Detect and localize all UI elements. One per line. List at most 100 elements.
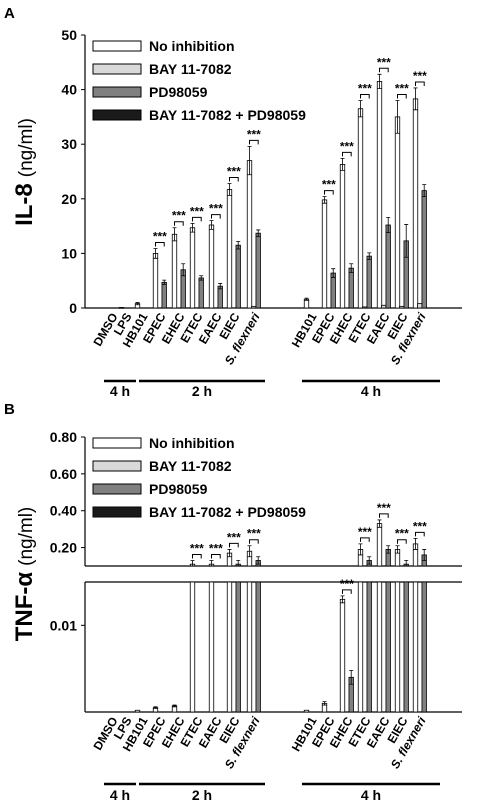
b-bar-ehec-4-h-no-inhibition (339, 598, 346, 713)
b-bar-etec-4-h-no-inhibition-error (358, 543, 363, 556)
b-bar-eiec-2-h-no-inhibition-error (227, 549, 232, 558)
b-sig-s-flexneri-2-h-label: *** (247, 527, 261, 541)
a-bar-etec-4-h-bay-11-7082 (362, 306, 368, 309)
b-bar-s-flexneri-2-h-pd98059-error (256, 556, 261, 565)
a-bar-epec-4-h-pd98059 (330, 272, 336, 309)
a-bar-ehec-4-h-pd98059-error (349, 263, 354, 273)
b-sig-etec-4-h-label: *** (358, 525, 372, 539)
a-bar-etec-2-h-pd98059 (198, 277, 204, 309)
b-bar-eiec-2-h-no-inhibition-lower (226, 581, 233, 713)
a-bar-eiec-2-h-pd98059-error (236, 240, 241, 250)
a-bar-s-flexneri-2-h-bay-11-7082 (251, 305, 257, 309)
b-ytick-0-20: 0.20 (50, 540, 77, 556)
a-sig-ehec-2-h-bracket (174, 221, 184, 226)
a-bar-eaec-2-h-pd98059 (217, 285, 223, 309)
b-bar-etec-2-h-no-inhibition-error (190, 560, 195, 567)
b-bar-ehec-2-h-no-inhibition-error (172, 704, 177, 708)
a-sig-eaec-4-h-label: *** (377, 55, 391, 69)
a-ytick-40: 40 (61, 82, 77, 98)
a-ytick-30: 30 (61, 136, 77, 152)
a-sig-eaec-4-h-bracket (379, 67, 389, 73)
a-y-axis-title: IL-8 (ng/ml) (11, 118, 38, 226)
a-bar-eaec-4-h-bay-11-7082 (381, 304, 387, 309)
b-sig-ehec-4-h-bracket (342, 589, 352, 594)
a-ytick-10: 10 (61, 245, 77, 261)
legend-label-bay-11-7082-pd98059: BAY 11-7082 + PD98059 (149, 107, 306, 123)
a-bar-ehec-2-h-pd98059-error (181, 263, 186, 277)
b-bar-s-flexneri-2-h-no-inhibition-error (247, 545, 252, 558)
legend-label-pd98059: PD98059 (149, 481, 208, 497)
legend-swatch-bay-11-7082 (92, 460, 142, 472)
a-bar-eiec-2-h-no-inhibition (226, 189, 233, 309)
legend-swatch-pd98059 (92, 86, 142, 98)
a-bar-epec-2-h-pd98059 (161, 281, 167, 309)
a-bar-ehec-4-h-pd98059 (348, 267, 354, 309)
a-sig-eiec-2-h-bracket (229, 177, 239, 182)
b-y-axis-title-unit: (ng/ml) (16, 507, 37, 566)
b-ytick-0-01: 0.01 (50, 617, 77, 633)
a-bar-epec-4-h-no-inhibition (321, 199, 328, 309)
b-bar-eiec-4-h-no-inhibition-lower (394, 581, 401, 713)
b-ytick-0-40: 0.40 (50, 503, 77, 519)
legend-label-pd98059: PD98059 (149, 84, 208, 100)
a-sig-ehec-2-h-label: *** (172, 209, 186, 223)
tnf-bar-chart: 0.20 0.40 0.60 0.80 0.01 TNF-α (ng/ml) *** *** **… (11, 429, 462, 803)
legend-swatch-bay-11-7082 (92, 63, 142, 75)
a-ytick-50: 50 (61, 27, 77, 43)
legend-swatch-bay-11-7082-pd98059 (92, 109, 142, 121)
b-bar-epec-4-h-no-inhibition-error (322, 701, 327, 706)
a-bar-s-flexneri-4-h-no-inhibition (412, 98, 419, 309)
a-ytick-20: 20 (61, 191, 77, 207)
a-bar-eiec-4-h-pd98059-error (404, 224, 409, 258)
b-sig-etec-4-h-bracket (360, 537, 370, 542)
a-bar-eiec-2-h-pd98059 (235, 244, 241, 309)
legend-label-bay-11-7082-pd98059: BAY 11-7082 + PD98059 (149, 504, 306, 520)
a-bar-ehec-2-h-no-inhibition-error (172, 227, 177, 242)
a-sig-s-flexneri-4-h-bracket (415, 81, 425, 86)
b-bar-etec-4-h-pd98059-lower (366, 581, 372, 713)
a-bar-etec-2-h-pd98059-error (199, 275, 204, 281)
b-bar-ehec-4-h-pd98059-error (349, 670, 354, 685)
a-bar-eiec-2-h-no-inhibition-error (227, 183, 232, 196)
panel-b-label: B (4, 401, 15, 418)
a-sig-s-flexneri-2-h-label: *** (247, 127, 261, 141)
b-sig-eaec-4-h-bracket (379, 513, 389, 518)
b-bar-eaec-2-h-no-inhibition-lower (208, 581, 215, 713)
b-bar-s-flexneri-4-h-no-inhibition-error (413, 537, 418, 550)
b-sig-eiec-2-h-bracket (229, 542, 239, 548)
a-bar-s-flexneri-2-h-no-inhibition-error (247, 145, 252, 176)
a-bar-s-flexneri-4-h-pd98059-error (422, 184, 427, 198)
b-sig-s-flexneri-4-h-bracket (415, 531, 425, 537)
a-bar-s-flexneri-4-h-no-inhibition-error (413, 87, 418, 111)
b-bar-hb101-4-h-no-inhibition (303, 709, 310, 713)
a-bar-ehec-2-h-no-inhibition (171, 233, 178, 309)
b-bar-etec-2-h-no-inhibition-lower (189, 581, 196, 713)
a-sig-epec-4-h-bracket (324, 190, 334, 195)
legend-label-bay-11-7082: BAY 11-7082 (149, 61, 232, 77)
a-bar-eiec-4-h-no-inhibition-error (395, 100, 400, 134)
b-bar-hb101-2-h-no-inhibition (134, 709, 141, 713)
b-sig-eaec-2-h-label: *** (209, 541, 223, 555)
a-sig-ehec-4-h-bracket (342, 151, 352, 157)
a-bar-eaec-4-h-no-inhibition-error (377, 73, 382, 89)
a-bar-ehec-4-h-no-inhibition (339, 164, 346, 309)
b-sig-etec-2-h-label: *** (190, 541, 204, 555)
a-bar-etec-4-h-pd98059 (366, 255, 372, 309)
b-bar-s-flexneri-4-h-pd98059-lower (421, 581, 427, 713)
b-time-label-2: 4 h (361, 787, 381, 803)
a-sig-etec-4-h-label: *** (358, 82, 372, 96)
legend-swatch-pd98059 (92, 483, 142, 495)
a-sig-eaec-2-h-bracket (211, 214, 221, 219)
b-sig-eaec-2-h-bracket (211, 553, 221, 559)
legend-swatch-bay-11-7082-pd98059 (92, 506, 142, 518)
b-bar-eaec-4-h-pd98059-lower (385, 581, 391, 713)
b-sig-etec-2-h-bracket (192, 553, 202, 559)
a-y-axis-title-unit: (ng/ml) (16, 118, 37, 177)
a-bar-eaec-4-h-pd98059-error (386, 216, 391, 234)
a-bar-s-flexneri-2-h-no-inhibition (246, 160, 253, 309)
b-bar-eiec-4-h-pd98059-error (404, 560, 409, 567)
b-bar-eiec-2-h-pd98059-error (236, 560, 241, 567)
b-bar-ehec-4-h-no-inhibition-error (340, 595, 345, 604)
a-bar-epec-2-h-no-inhibition (152, 252, 159, 309)
